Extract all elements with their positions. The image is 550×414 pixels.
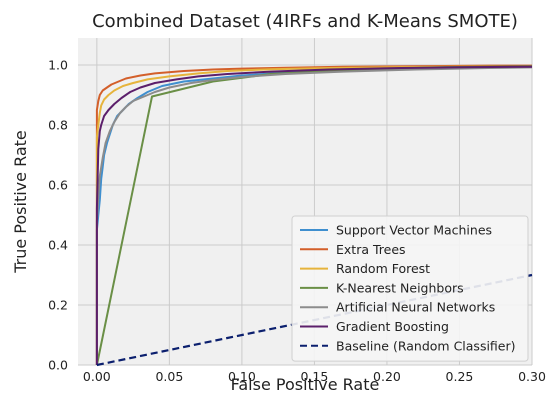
y-tick-label: 0.4 [48, 238, 68, 253]
x-tick-label: 0.30 [518, 369, 546, 384]
legend-label: Gradient Boosting [336, 319, 449, 334]
y-axis-label: True Positive Rate [11, 130, 30, 274]
series-line-gradient-boosting [95, 65, 533, 365]
y-tick-label: 0.6 [48, 178, 68, 193]
y-tick-label: 0.8 [48, 118, 68, 133]
x-tick-label: 0.05 [155, 369, 183, 384]
legend-label: K-Nearest Neighbors [336, 280, 464, 295]
series-line-random-forest [95, 65, 532, 365]
legend-label: Artificial Neural Networks [336, 300, 495, 315]
series-line-extra-trees [95, 64, 532, 365]
legend-label: Baseline (Random Classifier) [336, 338, 516, 353]
x-axis-label: False Positive Rate [231, 375, 380, 394]
x-tick-label: 0.15 [301, 369, 329, 384]
legend: Support Vector Machines Extra Trees Random… [291, 215, 529, 362]
legend-label: Support Vector Machines [336, 223, 492, 238]
x-tick-label: 0.25 [446, 369, 474, 384]
x-tick-label: 0.20 [373, 369, 401, 384]
legend-label: Extra Trees [336, 242, 406, 257]
x-tick-label: 0.00 [83, 369, 111, 384]
grid [78, 38, 533, 366]
legend-box [291, 215, 529, 362]
x-tick-label: 0.10 [228, 369, 256, 384]
y-tick-label: 0.0 [48, 358, 68, 373]
series-line-artificial-neural-networks [95, 66, 533, 365]
y-tick-label: 0.2 [48, 298, 68, 313]
tick-labels: 0.00 0.05 0.10 0.15 0.20 0.25 0.30 0.0 0.2 0.4 0.6… [48, 58, 546, 385]
y-tick-label: 1.0 [48, 58, 68, 73]
chart-title: Combined Dataset (4IRFs and K-Means SMOT… [92, 11, 518, 32]
legend-label: Random Forest [336, 261, 430, 276]
